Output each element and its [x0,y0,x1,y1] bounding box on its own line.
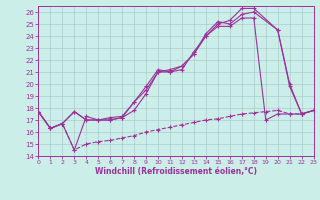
X-axis label: Windchill (Refroidissement éolien,°C): Windchill (Refroidissement éolien,°C) [95,167,257,176]
